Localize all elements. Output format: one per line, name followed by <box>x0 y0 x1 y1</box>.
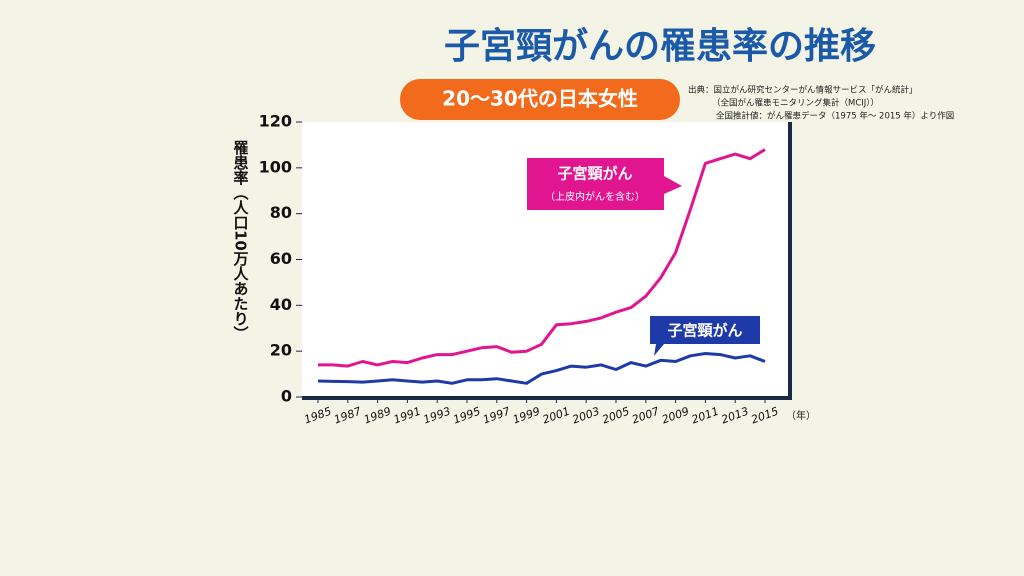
x-unit: （年） <box>786 409 816 422</box>
subtitle: 20〜30代の日本女性 <box>442 87 638 111</box>
chart-title: 子宮頸がんの罹患率の推移 <box>444 26 876 67</box>
callout-box <box>527 158 682 210</box>
x-tick-label: 2001 <box>541 405 572 427</box>
x-tick-label: 2007 <box>630 405 661 427</box>
legend-note: （上皮内がんを含む） <box>545 190 645 203</box>
x-tick-label: 1995 <box>451 405 482 427</box>
x-tick-label: 2003 <box>571 405 602 427</box>
y-tick-label: 80 <box>270 203 292 222</box>
plot-border <box>302 122 792 400</box>
y-tick-label: 0 <box>281 387 292 406</box>
legend-label: 子宮頸がん <box>667 322 742 340</box>
x-tick-label: 2005 <box>600 405 631 427</box>
x-tick-label: 2011 <box>690 405 721 427</box>
series-line <box>317 352 766 385</box>
source-line: 全国推計値：がん罹患データ（1975 年〜 2015 年）より作図 <box>716 111 954 122</box>
callout-box <box>650 316 760 356</box>
callouts: 子宮頸がん （上皮内がんを含む） 子宮頸がん <box>527 158 760 356</box>
source-line: 出典：国立がん研究センターがん情報サービス「がん統計」 <box>688 85 918 96</box>
legend-label: 子宮頸がん <box>557 165 632 183</box>
y-axis-label: 罹患率（人口10万人あたり） <box>232 140 250 341</box>
y-tick-label: 20 <box>270 341 292 360</box>
x-tick-label: 1997 <box>481 405 512 427</box>
x-tick-label: 1991 <box>392 405 423 427</box>
source-line: （全国がん罹患モニタリング集計（MCIJ）） <box>712 98 879 109</box>
x-tick-label: 1985 <box>302 405 333 427</box>
x-tick-label: 1993 <box>422 405 453 427</box>
x-tick-label: 1999 <box>511 405 542 427</box>
x-tick-label: 2015 <box>749 405 780 427</box>
y-tick-label: 40 <box>270 295 292 314</box>
y-tick-label: 100 <box>259 157 292 176</box>
x-tick-label: 2013 <box>720 405 751 427</box>
y-tick-label: 60 <box>270 249 292 268</box>
x-tick-label: 1989 <box>362 405 393 427</box>
subtitle-badge <box>400 79 680 120</box>
series-line <box>318 148 766 368</box>
x-tick-label: 2009 <box>660 405 691 427</box>
y-tick-label: 120 <box>259 112 292 131</box>
x-tick-label: 1987 <box>332 405 363 427</box>
